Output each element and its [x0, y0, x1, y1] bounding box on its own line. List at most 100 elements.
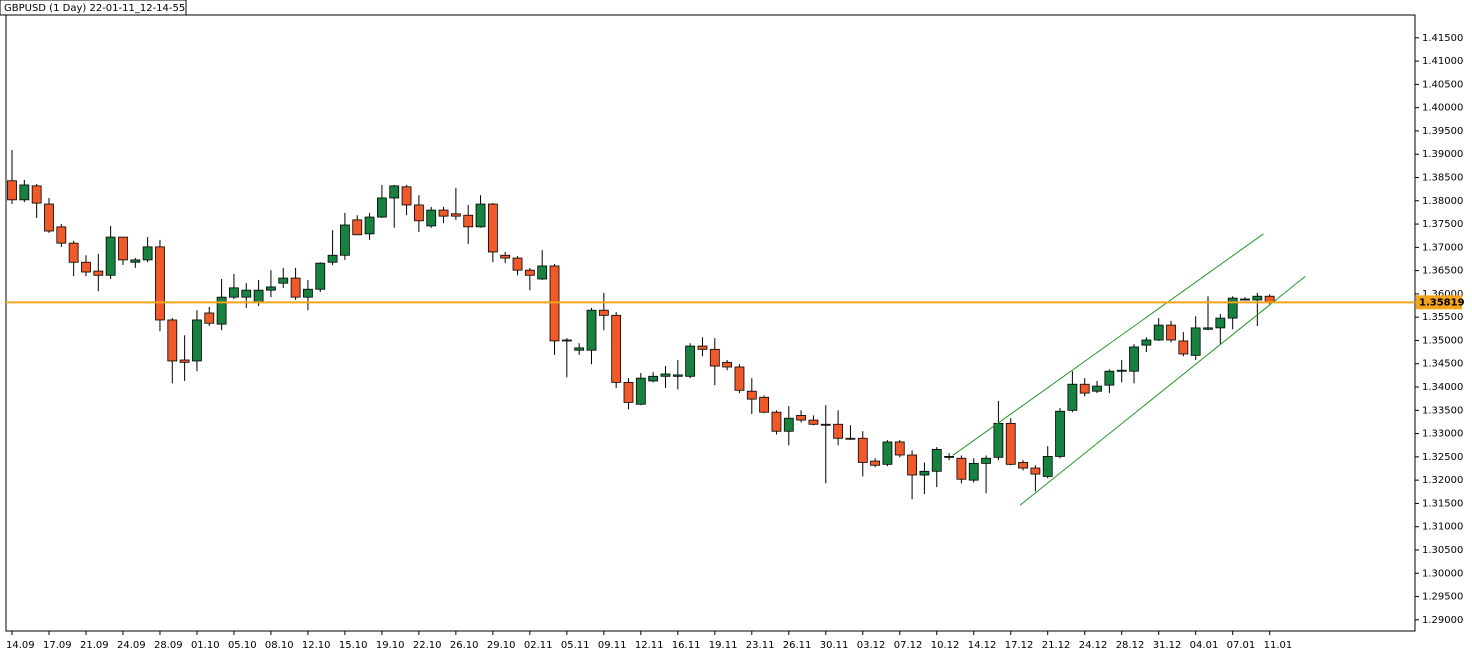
candle-body	[487, 203, 498, 253]
candle-body	[1030, 467, 1041, 475]
x-tick-label: 11.01	[1264, 640, 1293, 651]
candle-body	[1153, 324, 1164, 341]
candle-body	[68, 242, 79, 263]
candle-body	[118, 236, 128, 261]
candle-body	[648, 375, 659, 382]
candle-body	[413, 204, 424, 222]
x-tick-label: 28.12	[1116, 640, 1145, 651]
candle-body	[216, 296, 227, 325]
y-tick-label: 1.39500	[1422, 126, 1463, 137]
candle-body	[956, 457, 967, 480]
candle-body	[1055, 410, 1065, 457]
candle-body	[882, 441, 893, 465]
candle-body	[438, 209, 449, 217]
candle-body	[204, 312, 215, 324]
x-tick-label: 26.11	[783, 640, 812, 651]
candle-body	[1178, 340, 1189, 355]
candle-body	[857, 437, 868, 463]
y-tick-label: 1.36500	[1422, 266, 1463, 277]
candle-body	[1005, 422, 1016, 465]
y-tick-label: 1.30000	[1422, 568, 1463, 579]
candle-body	[586, 309, 597, 351]
y-tick-label: 1.40500	[1422, 79, 1463, 90]
y-tick-label: 1.40000	[1422, 103, 1463, 114]
candle-body	[845, 437, 856, 440]
x-tick-label: 19.10	[376, 640, 405, 651]
y-tick-label: 1.29500	[1422, 592, 1463, 603]
candle-body	[56, 226, 67, 244]
candle-body	[1252, 295, 1263, 301]
y-tick-label: 1.35000	[1422, 335, 1463, 346]
candle-body	[672, 374, 683, 377]
candle-body	[722, 361, 733, 368]
y-tick-label: 1.31000	[1422, 522, 1463, 533]
trend-line	[952, 233, 1264, 456]
candle-body	[808, 419, 819, 425]
candle-body	[31, 185, 42, 204]
candle-body	[635, 377, 646, 405]
candle-body	[105, 236, 116, 276]
candle-body	[475, 203, 486, 228]
candle-body	[759, 396, 770, 413]
candle-body	[1042, 455, 1053, 477]
candle-body	[574, 347, 585, 351]
x-tick-label: 17.12	[1005, 640, 1034, 651]
candle-body	[1129, 346, 1139, 372]
candle-body	[549, 265, 560, 342]
candle-body	[229, 287, 239, 298]
candle-body	[7, 180, 17, 201]
candle-body	[364, 216, 375, 235]
candle-body	[697, 345, 708, 350]
x-tick-label: 09.11	[598, 640, 627, 651]
y-tick-label: 1.33500	[1422, 405, 1463, 416]
x-tick-label: 14.12	[968, 640, 997, 651]
candle-body	[734, 366, 745, 391]
x-tick-label: 17.09	[43, 640, 72, 651]
x-tick-label: 01.10	[191, 640, 220, 651]
x-tick-label: 19.11	[709, 640, 738, 651]
candle-body	[1104, 370, 1115, 386]
y-tick-label: 1.41500	[1422, 33, 1463, 44]
candle-body	[81, 261, 91, 273]
candle-body	[623, 381, 634, 403]
candle-body	[142, 246, 153, 261]
trend-line	[1019, 275, 1306, 506]
candle-body	[266, 286, 276, 291]
candle-body	[685, 345, 696, 377]
x-tick-label: 31.12	[1153, 640, 1182, 651]
y-tick-label: 1.32000	[1422, 475, 1463, 486]
chart-title: GBPUSD (1 Day) 22-01-11_12-14-55	[4, 3, 185, 14]
candle-body	[401, 186, 412, 206]
candle-body	[253, 289, 264, 303]
x-tick-label: 23.11	[746, 640, 775, 651]
candle-body	[352, 219, 363, 236]
x-tick-label: 14.09	[6, 640, 35, 651]
x-tick-label: 12.10	[302, 640, 331, 651]
candle-body	[167, 319, 178, 362]
candle-body	[870, 460, 880, 466]
candle-body	[894, 441, 905, 456]
x-tick-label: 28.09	[154, 640, 183, 651]
candle-body	[919, 470, 930, 476]
candle-body	[1079, 383, 1090, 394]
candle-body	[303, 288, 313, 298]
candle-body	[426, 209, 437, 227]
y-tick-label: 1.34500	[1422, 359, 1463, 370]
x-tick-label: 21.09	[80, 640, 109, 651]
x-tick-label: 30.11	[820, 640, 849, 651]
x-tick-label: 10.12	[931, 640, 960, 651]
candle-body	[290, 277, 301, 298]
candle-body	[1190, 327, 1201, 356]
x-tick-label: 29.10	[487, 640, 516, 651]
x-tick-label: 05.10	[228, 640, 257, 651]
candle-body	[512, 257, 523, 271]
candle-body	[561, 339, 572, 342]
candle-body	[93, 270, 104, 276]
x-tick-label: 21.12	[1042, 640, 1071, 651]
y-tick-label: 1.41000	[1422, 56, 1463, 67]
candle-body	[611, 314, 622, 383]
candle-body	[944, 455, 954, 458]
candle-body	[241, 289, 252, 298]
candle-body	[1215, 317, 1226, 329]
